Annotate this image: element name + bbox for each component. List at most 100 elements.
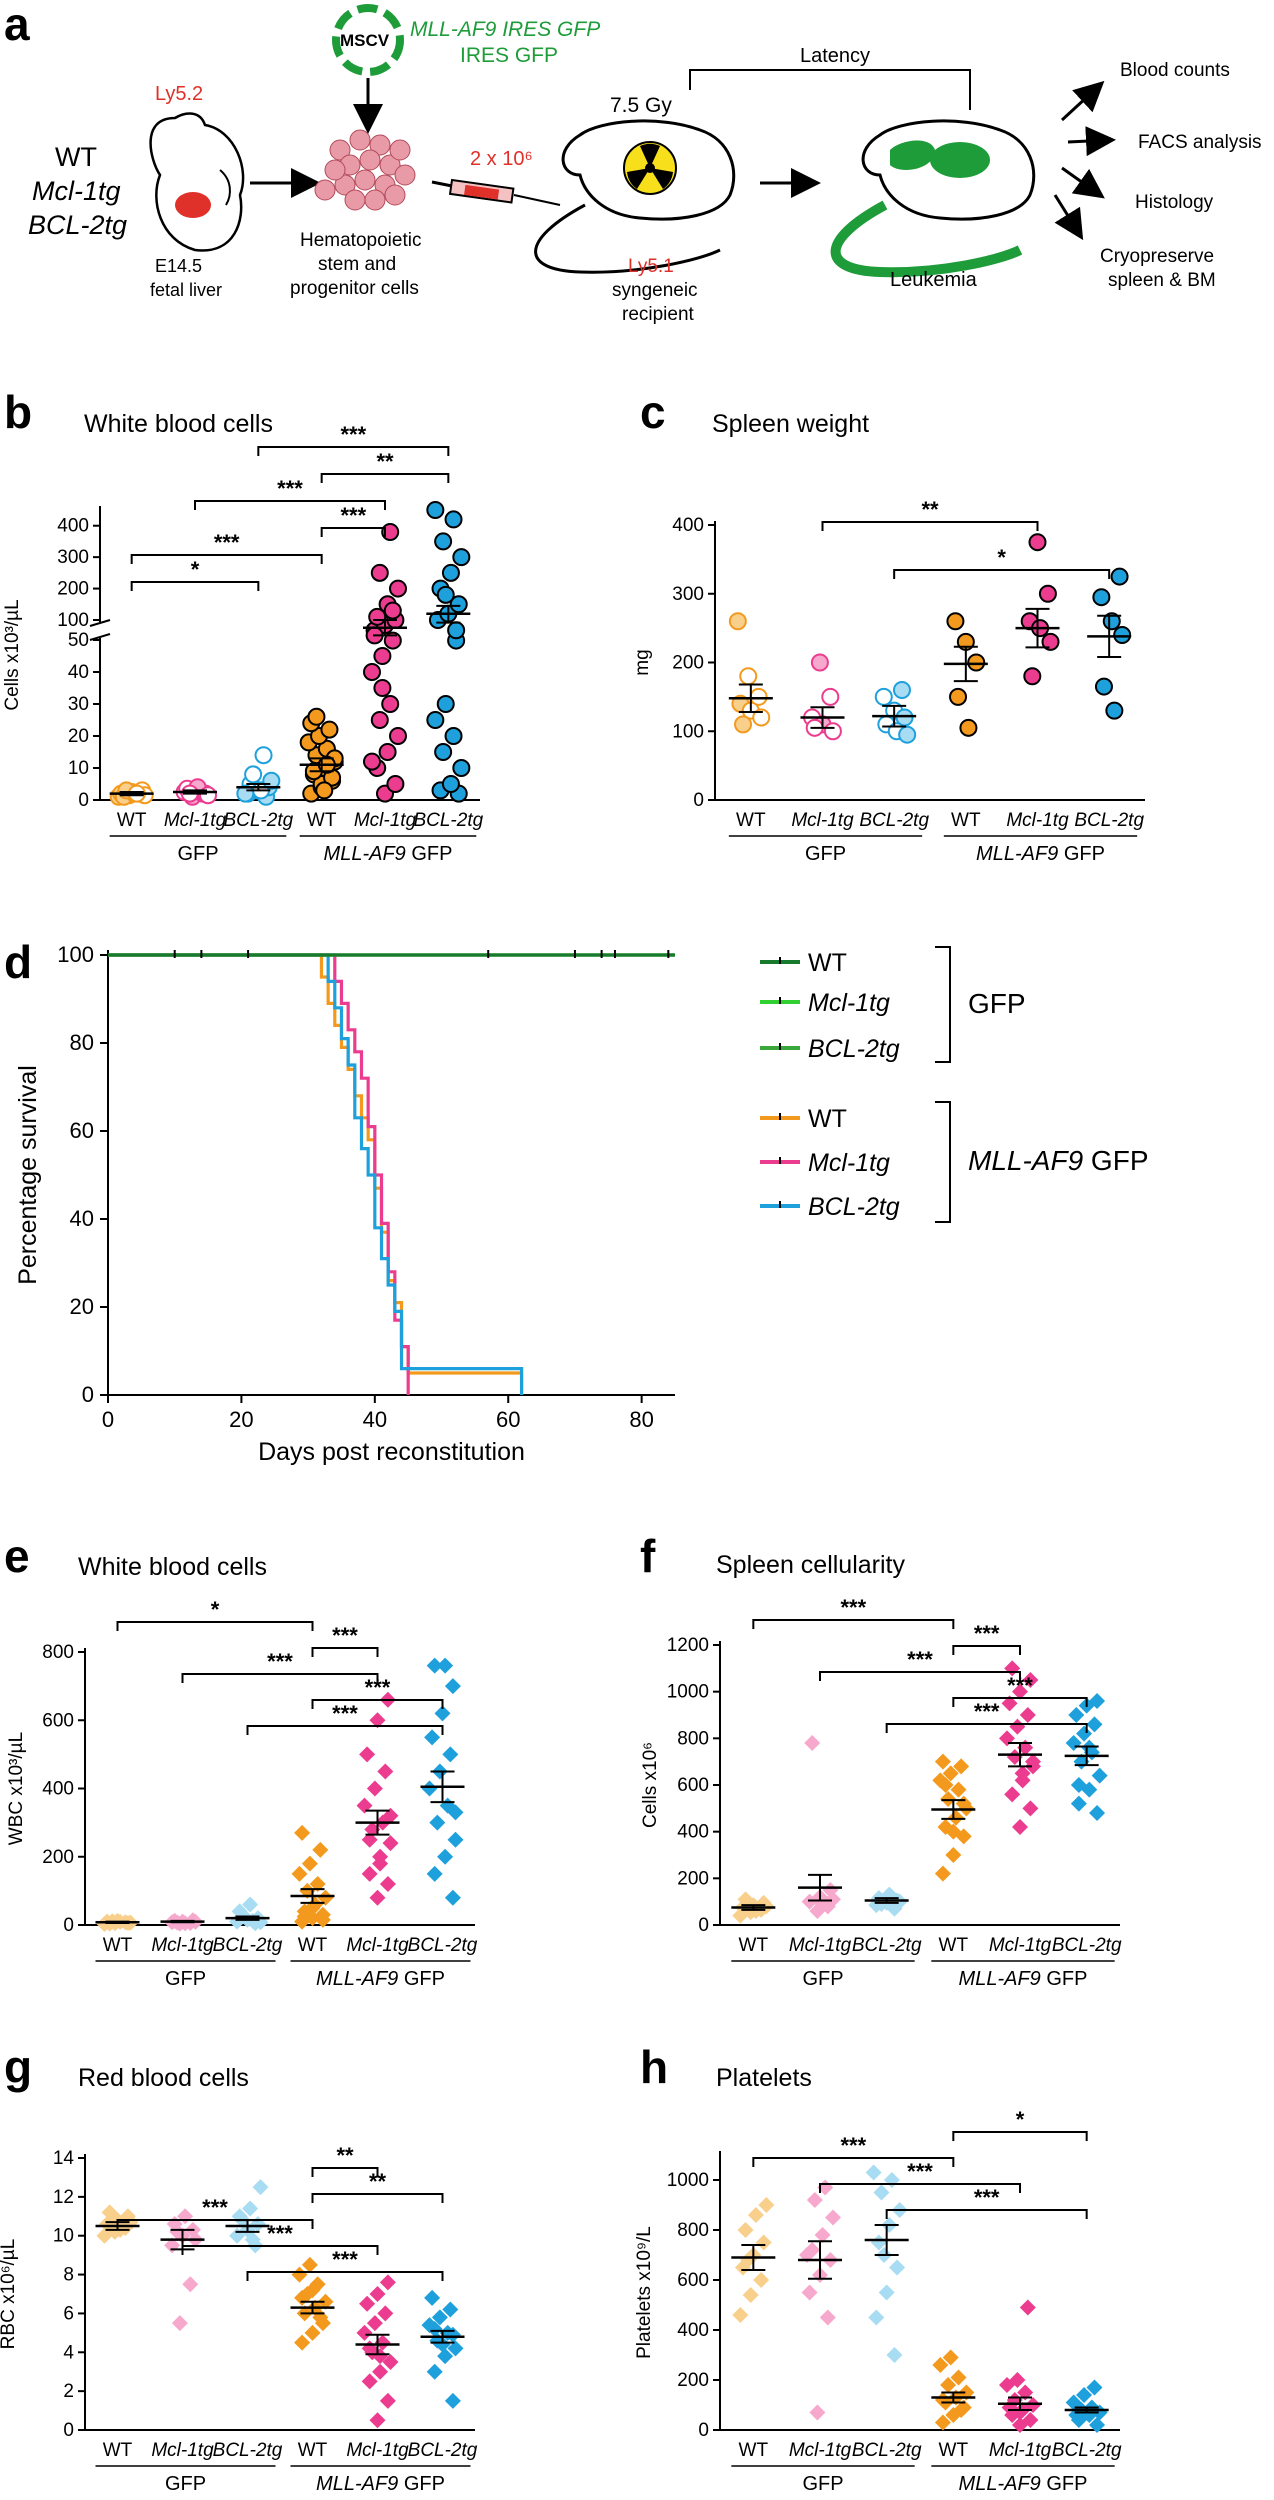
x-tick-label: Mcl-1tg	[346, 1935, 409, 1956]
significance-bracket	[311, 2167, 379, 2177]
data-point	[945, 1847, 962, 1863]
x-tick-label: WT	[307, 810, 337, 831]
data-point	[1089, 1693, 1106, 1709]
data-point	[291, 2266, 308, 2283]
data-point	[819, 2309, 836, 2326]
significance-bracket	[819, 1671, 1021, 1681]
significance-label: ***	[840, 1595, 866, 1620]
embryo-icon	[149, 112, 245, 252]
significance-label: **	[376, 449, 394, 474]
data-point	[442, 2301, 459, 2318]
cell-icon	[349, 129, 371, 151]
cells-line3: progenitor cells	[290, 278, 419, 299]
y-tick-label: 30	[68, 694, 89, 715]
data-point	[870, 2234, 887, 2251]
data-point	[1001, 1695, 1018, 1712]
construct-mll-af9: MLL-AF9 IRES GFP	[410, 18, 600, 41]
data-point	[244, 765, 263, 784]
y-tick-label: 800	[677, 2220, 709, 2241]
data-point	[312, 1841, 329, 1858]
data-point	[378, 743, 397, 761]
legend-bracket-gfp	[935, 946, 951, 1063]
data-point	[379, 1876, 396, 1893]
significance-bracket	[893, 569, 1111, 579]
significance-label: *	[191, 557, 200, 582]
data-point	[1068, 1707, 1085, 1723]
significance-label: **	[369, 2169, 387, 2194]
x-tick-label: Mcl-1tg	[346, 2440, 409, 2461]
group-label-gfp: GFP	[802, 1968, 843, 1990]
x-tick-label: 0	[102, 1407, 114, 1432]
data-point	[937, 1777, 954, 1793]
x-tick-label: BCL-2tg	[1052, 1935, 1122, 1956]
y-tick-label: 1000	[667, 1682, 709, 1703]
data-point	[291, 1865, 308, 1882]
x-tick-label: Mcl-1tg	[989, 2440, 1052, 2461]
panel-label-b: b	[4, 386, 32, 438]
y-axis-label: RBC x10⁶/µL	[0, 2239, 19, 2350]
panel-label-g: g	[4, 2041, 32, 2093]
data-point	[370, 711, 389, 729]
y-tick-label: 200	[57, 579, 89, 600]
data-point	[372, 2363, 389, 2380]
significance-bracket	[116, 1621, 314, 1631]
data-point	[421, 1780, 438, 1797]
panel-label-c: c	[640, 386, 666, 438]
leukemia-label: Leukemia	[890, 269, 978, 291]
cells-line1: Hematopoietic	[300, 230, 421, 251]
significance-bracket	[181, 1673, 379, 1683]
data-point	[892, 681, 911, 699]
data-point	[242, 1896, 259, 1913]
cell-icon	[379, 154, 401, 176]
arrow-icon	[1061, 166, 1105, 199]
y-axis-label: WBC x10³/µL	[6, 1732, 27, 1845]
y-tick-label: 80	[70, 1030, 94, 1055]
data-point	[942, 1765, 959, 1782]
data-point	[946, 612, 965, 631]
x-tick-label: 40	[363, 1407, 387, 1432]
group-label-mll: MLL-AF9 GFP	[316, 2473, 445, 2495]
significance-bracket	[311, 2193, 444, 2203]
y-tick-label: 60	[70, 1118, 94, 1143]
data-point	[447, 1831, 464, 1848]
data-point	[314, 1911, 331, 1928]
y-tick-label: 10	[53, 2226, 74, 2247]
survival-curve	[108, 953, 524, 1395]
data-point	[755, 2234, 772, 2251]
legend-label: WT	[808, 949, 847, 977]
panel-a-schematic: a WT Mcl-1tg BCL-2tg Ly5.2 E14.5 fetal l…	[4, 0, 1262, 325]
x-tick-label: WT	[736, 810, 766, 831]
significance-label: *	[997, 545, 1006, 570]
group-label-mll: MLL-AF9 GFP	[976, 843, 1105, 865]
significance-label: ***	[1007, 1673, 1033, 1698]
y-tick-label: 1000	[667, 2170, 709, 2191]
cell-icon	[314, 179, 336, 201]
data-point	[356, 1797, 373, 1814]
construct-ires-gfp: IRES GFP	[460, 44, 558, 67]
y-tick-label: 400	[677, 1822, 709, 1843]
data-point	[441, 775, 460, 793]
leukemic-mouse-icon	[830, 119, 1036, 278]
cell-icon	[354, 169, 376, 191]
data-point	[381, 523, 400, 541]
data-point	[436, 585, 455, 604]
y-tick-label: 400	[57, 516, 89, 537]
panel-h-chart: h Platelets 0 200 400 600 800 1000 Platelets x10…	[634, 2041, 1122, 2495]
significance-bracket	[320, 473, 450, 483]
chart-title: Spleen cellularity	[716, 1551, 905, 1579]
x-tick-label: WT	[103, 2440, 133, 2461]
recipient-marker-ly51: Ly5.1	[628, 256, 674, 277]
data-point	[1076, 2387, 1093, 2403]
axis-break-mark	[89, 619, 111, 627]
data-point	[444, 2392, 461, 2409]
significance-bracket	[130, 554, 323, 564]
latency-bracket	[689, 69, 971, 110]
data-point	[434, 2336, 451, 2353]
significance-bracket	[257, 446, 450, 456]
group-label-gfp: GFP	[165, 2473, 206, 2495]
x-tick-label: 60	[496, 1407, 520, 1432]
y-tick-label: 200	[672, 653, 704, 674]
recipient-mouse-icon	[534, 119, 736, 274]
significance-bracket	[246, 2271, 444, 2281]
